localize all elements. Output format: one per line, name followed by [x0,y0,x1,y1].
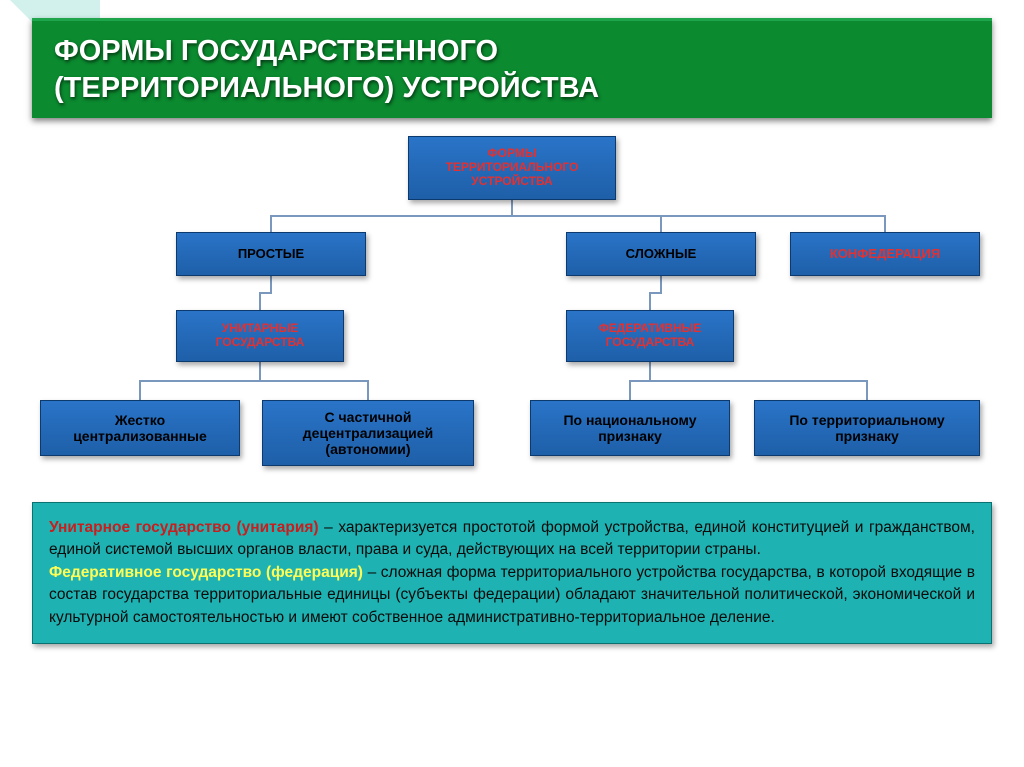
definitions-panel: Унитарное государство (унитария) – харак… [32,502,992,644]
node-federal: ФЕДЕРАТИВНЫЕГОСУДАРСТВА [566,310,734,362]
term-federal: Федеративное государство (федерация) [49,564,363,581]
node-confed: КОНФЕДЕРАЦИЯ [790,232,980,276]
org-chart: ФОРМЫТЕРРИТОРИАЛЬНОГОУСТРОЙСТВА ПРОСТЫЕ СЛ… [0,128,1024,498]
node-u1: Жесткоцентрализованные [40,400,240,456]
node-label-federal: ФЕДЕРАТИВНЫЕГОСУДАРСТВА [599,322,702,350]
node-label-u2: С частичнойдецентрализацией(автономии) [303,409,433,457]
node-unitary: УНИТАРНЫЕГОСУДАРСТВА [176,310,344,362]
node-root: ФОРМЫТЕРРИТОРИАЛЬНОГОУСТРОЙСТВА [408,136,616,200]
node-label-f1: По национальномупризнаку [563,412,696,444]
node-label-simple: ПРОСТЫЕ [238,247,304,262]
node-label-f2: По территориальномупризнаку [789,412,944,444]
node-label-confed: КОНФЕДЕРАЦИЯ [830,247,940,262]
node-label-complex: СЛОЖНЫЕ [626,247,697,262]
node-label-unitary: УНИТАРНЫЕГОСУДАРСТВА [216,322,305,350]
node-label-u1: Жесткоцентрализованные [73,412,207,444]
title-line-2: (ТЕРРИТОРИАЛЬНОГО) УСТРОЙСТВА [54,72,599,104]
slide-title: ФОРМЫ ГОСУДАРСТВЕННОГО (ТЕРРИТОРИАЛЬНОГО… [54,33,599,106]
node-u2: С частичнойдецентрализацией(автономии) [262,400,474,466]
node-f1: По национальномупризнаку [530,400,730,456]
node-complex: СЛОЖНЫЕ [566,232,756,276]
node-label-root: ФОРМЫТЕРРИТОРИАЛЬНОГОУСТРОЙСТВА [446,147,579,188]
node-f2: По территориальномупризнаку [754,400,980,456]
node-simple: ПРОСТЫЕ [176,232,366,276]
slide-header: ФОРМЫ ГОСУДАРСТВЕННОГО (ТЕРРИТОРИАЛЬНОГО… [32,18,992,118]
title-line-1: ФОРМЫ ГОСУДАРСТВЕННОГО [54,35,498,67]
term-unitary: Унитарное государство (унитария) [49,519,319,536]
